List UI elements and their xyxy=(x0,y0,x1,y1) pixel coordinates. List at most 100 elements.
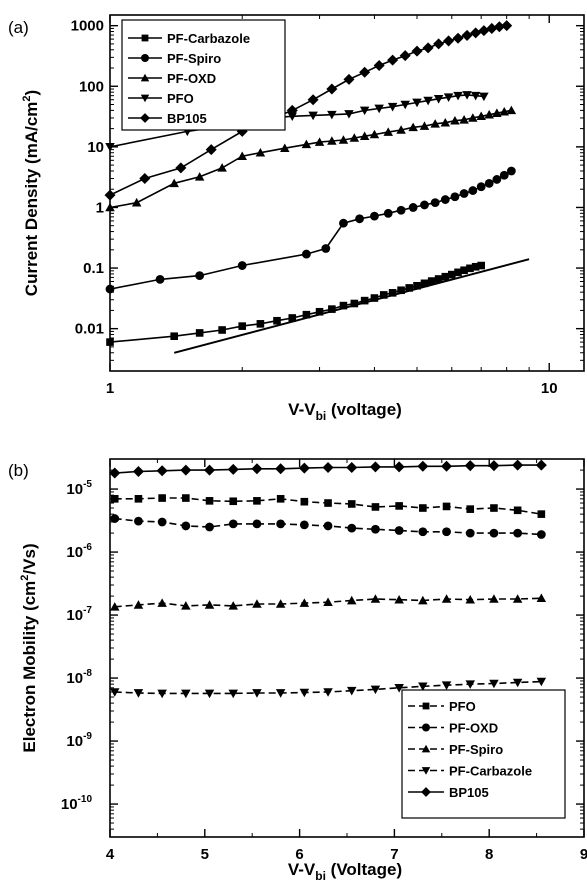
legend-label: PF-OXD xyxy=(167,71,216,86)
series-pf-spiro xyxy=(105,166,516,294)
diamond-marker xyxy=(227,463,239,475)
triangle-down-marker xyxy=(181,689,191,699)
triangle-down-marker xyxy=(421,767,431,775)
triangle-up-marker xyxy=(349,133,360,142)
legend-label: PF-Spiro xyxy=(167,51,221,66)
circle-marker xyxy=(276,519,286,529)
series-pf-carbazole xyxy=(106,261,485,346)
triangle-up-marker xyxy=(314,137,325,146)
circle-marker xyxy=(513,528,523,538)
square-marker xyxy=(302,310,311,319)
square-marker xyxy=(513,506,522,515)
triangle-down-marker xyxy=(536,677,547,687)
triangle-down-marker xyxy=(374,104,384,114)
label-part: ) xyxy=(22,90,41,96)
diamond-marker xyxy=(393,461,405,473)
y-tick-label: 10-8 xyxy=(66,668,92,687)
circle-marker xyxy=(465,528,475,538)
circle-marker xyxy=(459,189,469,198)
square-marker xyxy=(350,299,359,308)
triangle-up-marker xyxy=(430,119,440,128)
label-part: bi xyxy=(316,409,327,423)
label-part: -6 xyxy=(83,542,92,553)
label-part: -10 xyxy=(78,794,93,805)
circle-marker xyxy=(195,271,205,281)
triangle-down-marker xyxy=(299,688,310,698)
circle-marker xyxy=(323,521,333,531)
diamond-marker xyxy=(422,42,434,54)
panel-label: (b) xyxy=(8,461,29,480)
triangle-down-marker xyxy=(359,106,370,116)
triangle-down-marker xyxy=(344,110,354,119)
diamond-marker xyxy=(286,104,298,116)
circle-marker xyxy=(339,218,348,228)
series-line xyxy=(109,264,482,343)
square-marker xyxy=(477,261,485,270)
triangle-up-marker xyxy=(492,108,502,117)
circle-marker xyxy=(492,175,502,184)
legend-item: PF-Carbazole xyxy=(408,764,532,779)
diamond-marker xyxy=(470,27,482,39)
diamond-marker xyxy=(421,787,431,797)
circle-marker xyxy=(450,192,460,202)
circle-marker xyxy=(506,166,516,176)
triangle-up-marker xyxy=(280,143,290,153)
triangle-down-marker xyxy=(275,689,286,698)
triangle-up-marker xyxy=(383,127,393,136)
square-marker xyxy=(413,281,421,290)
label-part: 10 xyxy=(61,796,78,813)
square-marker xyxy=(434,275,443,283)
diamond-marker xyxy=(411,45,423,57)
triangle-up-marker xyxy=(204,600,215,609)
circle-marker xyxy=(237,261,247,270)
x-tick-label: 7 xyxy=(390,846,398,863)
circle-marker xyxy=(321,244,331,253)
square-marker xyxy=(276,495,285,503)
circle-marker xyxy=(499,170,509,180)
square-marker xyxy=(158,494,166,502)
label-part: Current Density (mA/cm xyxy=(22,102,41,297)
triangle-down-marker xyxy=(157,689,167,699)
circle-marker xyxy=(134,516,143,526)
square-marker xyxy=(106,338,114,346)
circle-marker xyxy=(105,284,115,294)
circle-marker xyxy=(420,200,429,210)
label-part: 10 xyxy=(66,544,83,561)
diamond-marker xyxy=(387,54,399,66)
square-marker xyxy=(315,307,324,316)
diamond-marker xyxy=(326,83,338,95)
circle-marker xyxy=(252,519,262,529)
triangle-up-marker xyxy=(275,599,286,608)
square-marker xyxy=(360,296,369,305)
diamond-marker xyxy=(251,463,263,475)
legend-item: BP105 xyxy=(128,111,207,126)
series-bp105 xyxy=(109,459,547,479)
square-marker xyxy=(442,502,451,511)
series-pfo xyxy=(110,494,546,518)
triangle-down-marker xyxy=(308,111,318,121)
diamond-marker xyxy=(322,461,334,473)
triangle-down-marker xyxy=(470,91,481,101)
triangle-up-marker xyxy=(228,601,238,610)
triangle-up-marker xyxy=(359,131,370,140)
label-part: -9 xyxy=(83,731,92,742)
circle-marker xyxy=(468,186,478,195)
triangle-down-marker xyxy=(412,98,422,108)
square-marker xyxy=(441,272,450,281)
square-marker xyxy=(388,289,397,297)
square-marker xyxy=(379,291,388,299)
triangle-up-marker xyxy=(512,594,523,603)
triangle-up-marker xyxy=(418,595,428,605)
legend-item: PF-OXD xyxy=(128,71,216,86)
triangle-down-marker xyxy=(204,689,215,699)
triangle-down-marker xyxy=(109,688,120,697)
square-marker xyxy=(427,277,436,285)
triangle-up-marker xyxy=(440,117,451,127)
circle-marker xyxy=(371,524,380,534)
triangle-up-marker xyxy=(133,600,144,609)
square-marker xyxy=(466,264,474,273)
y-tick-label: 10 xyxy=(87,139,104,156)
diamond-marker xyxy=(275,463,287,475)
